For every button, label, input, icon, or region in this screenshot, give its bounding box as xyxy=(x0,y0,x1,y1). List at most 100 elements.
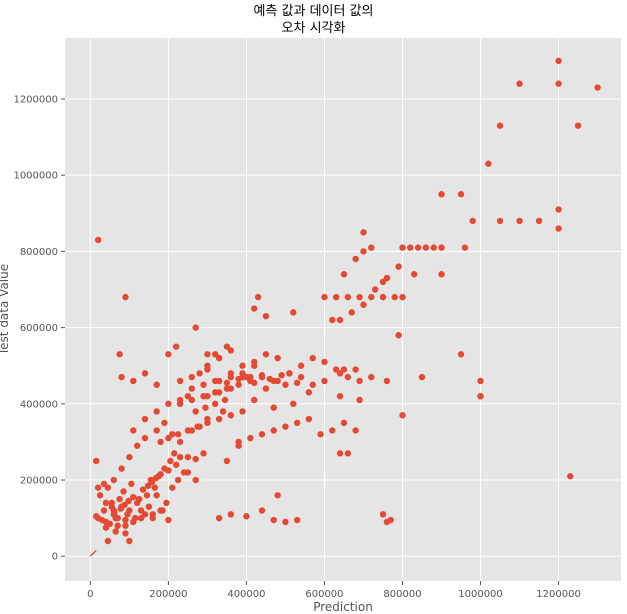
data-point xyxy=(262,385,270,392)
data-point xyxy=(165,434,172,442)
data-point xyxy=(165,467,172,474)
data-point xyxy=(461,244,469,251)
data-point xyxy=(126,537,133,545)
data-point xyxy=(258,507,266,514)
data-point xyxy=(212,351,219,358)
data-point xyxy=(174,476,182,484)
data-point xyxy=(157,438,164,446)
data-point xyxy=(379,293,387,301)
data-point xyxy=(344,293,352,301)
data-point xyxy=(100,507,108,514)
data-point xyxy=(270,516,277,524)
data-point xyxy=(258,372,266,379)
data-point xyxy=(227,412,235,419)
data-point xyxy=(574,122,582,129)
x-tick-label: 0 xyxy=(87,589,93,600)
data-point xyxy=(124,511,131,518)
data-point xyxy=(204,351,211,358)
data-point xyxy=(184,469,192,476)
data-point xyxy=(102,524,110,531)
data-point xyxy=(153,381,160,388)
data-point xyxy=(360,248,367,255)
data-point xyxy=(332,366,340,373)
data-point xyxy=(274,492,281,499)
data-point xyxy=(204,419,211,427)
data-point xyxy=(104,537,112,545)
y-tick-label: 600000 xyxy=(20,323,58,334)
data-point xyxy=(356,293,363,301)
data-point xyxy=(173,461,180,468)
data-point xyxy=(535,217,543,225)
data-point xyxy=(141,370,149,377)
data-point xyxy=(200,381,207,388)
data-point xyxy=(204,362,211,369)
data-point xyxy=(149,511,156,518)
data-point xyxy=(165,400,172,408)
data-point xyxy=(192,476,199,484)
data-point xyxy=(317,431,324,438)
data-point xyxy=(167,457,174,465)
data-point xyxy=(235,442,242,449)
data-point xyxy=(360,229,367,236)
data-point xyxy=(258,431,266,438)
data-point xyxy=(235,381,242,388)
data-point xyxy=(126,453,133,461)
data-point xyxy=(94,484,102,491)
x-tick-label: 600000 xyxy=(305,589,343,600)
data-point xyxy=(383,377,391,385)
data-point xyxy=(286,370,293,377)
data-point xyxy=(395,263,402,270)
data-point xyxy=(243,513,250,520)
data-point xyxy=(98,516,106,524)
data-point xyxy=(516,80,523,87)
data-point xyxy=(239,408,246,415)
y-tick-label: 400000 xyxy=(20,399,58,410)
data-point xyxy=(94,236,102,244)
data-point xyxy=(262,312,270,320)
data-point xyxy=(133,442,141,449)
data-point xyxy=(438,191,445,198)
data-point xyxy=(152,474,160,482)
data-point xyxy=(239,362,246,369)
data-point xyxy=(496,217,504,225)
data-point xyxy=(157,471,164,478)
data-point xyxy=(153,427,160,434)
data-point xyxy=(169,484,176,491)
data-point xyxy=(133,499,141,507)
data-point xyxy=(293,516,301,524)
data-point xyxy=(383,518,391,526)
data-point xyxy=(379,511,387,518)
data-point xyxy=(215,415,223,423)
data-point xyxy=(139,486,147,493)
data-point xyxy=(116,351,123,358)
data-point xyxy=(352,366,359,373)
data-point xyxy=(516,217,523,225)
data-point xyxy=(174,431,182,438)
data-point xyxy=(555,206,562,213)
data-point xyxy=(93,513,100,520)
data-point xyxy=(176,400,184,408)
x-axis-label: Prediction xyxy=(313,600,373,614)
data-point xyxy=(223,379,231,387)
data-point xyxy=(457,191,465,198)
data-point xyxy=(290,309,297,316)
data-point xyxy=(485,160,492,167)
data-point xyxy=(336,392,344,400)
y-tick-label: 200000 xyxy=(20,476,58,487)
data-point xyxy=(192,324,199,331)
data-point xyxy=(344,373,352,381)
data-point xyxy=(112,528,119,535)
x-tick-label: 400000 xyxy=(227,589,265,600)
data-point xyxy=(102,499,110,507)
data-point xyxy=(202,404,209,411)
data-point xyxy=(407,244,414,251)
data-point xyxy=(438,271,445,278)
data-point xyxy=(165,351,172,358)
data-point xyxy=(344,450,352,457)
data-point xyxy=(165,516,172,524)
data-point xyxy=(270,427,277,434)
data-point xyxy=(116,495,123,503)
data-point xyxy=(555,57,562,65)
data-point xyxy=(176,453,184,461)
